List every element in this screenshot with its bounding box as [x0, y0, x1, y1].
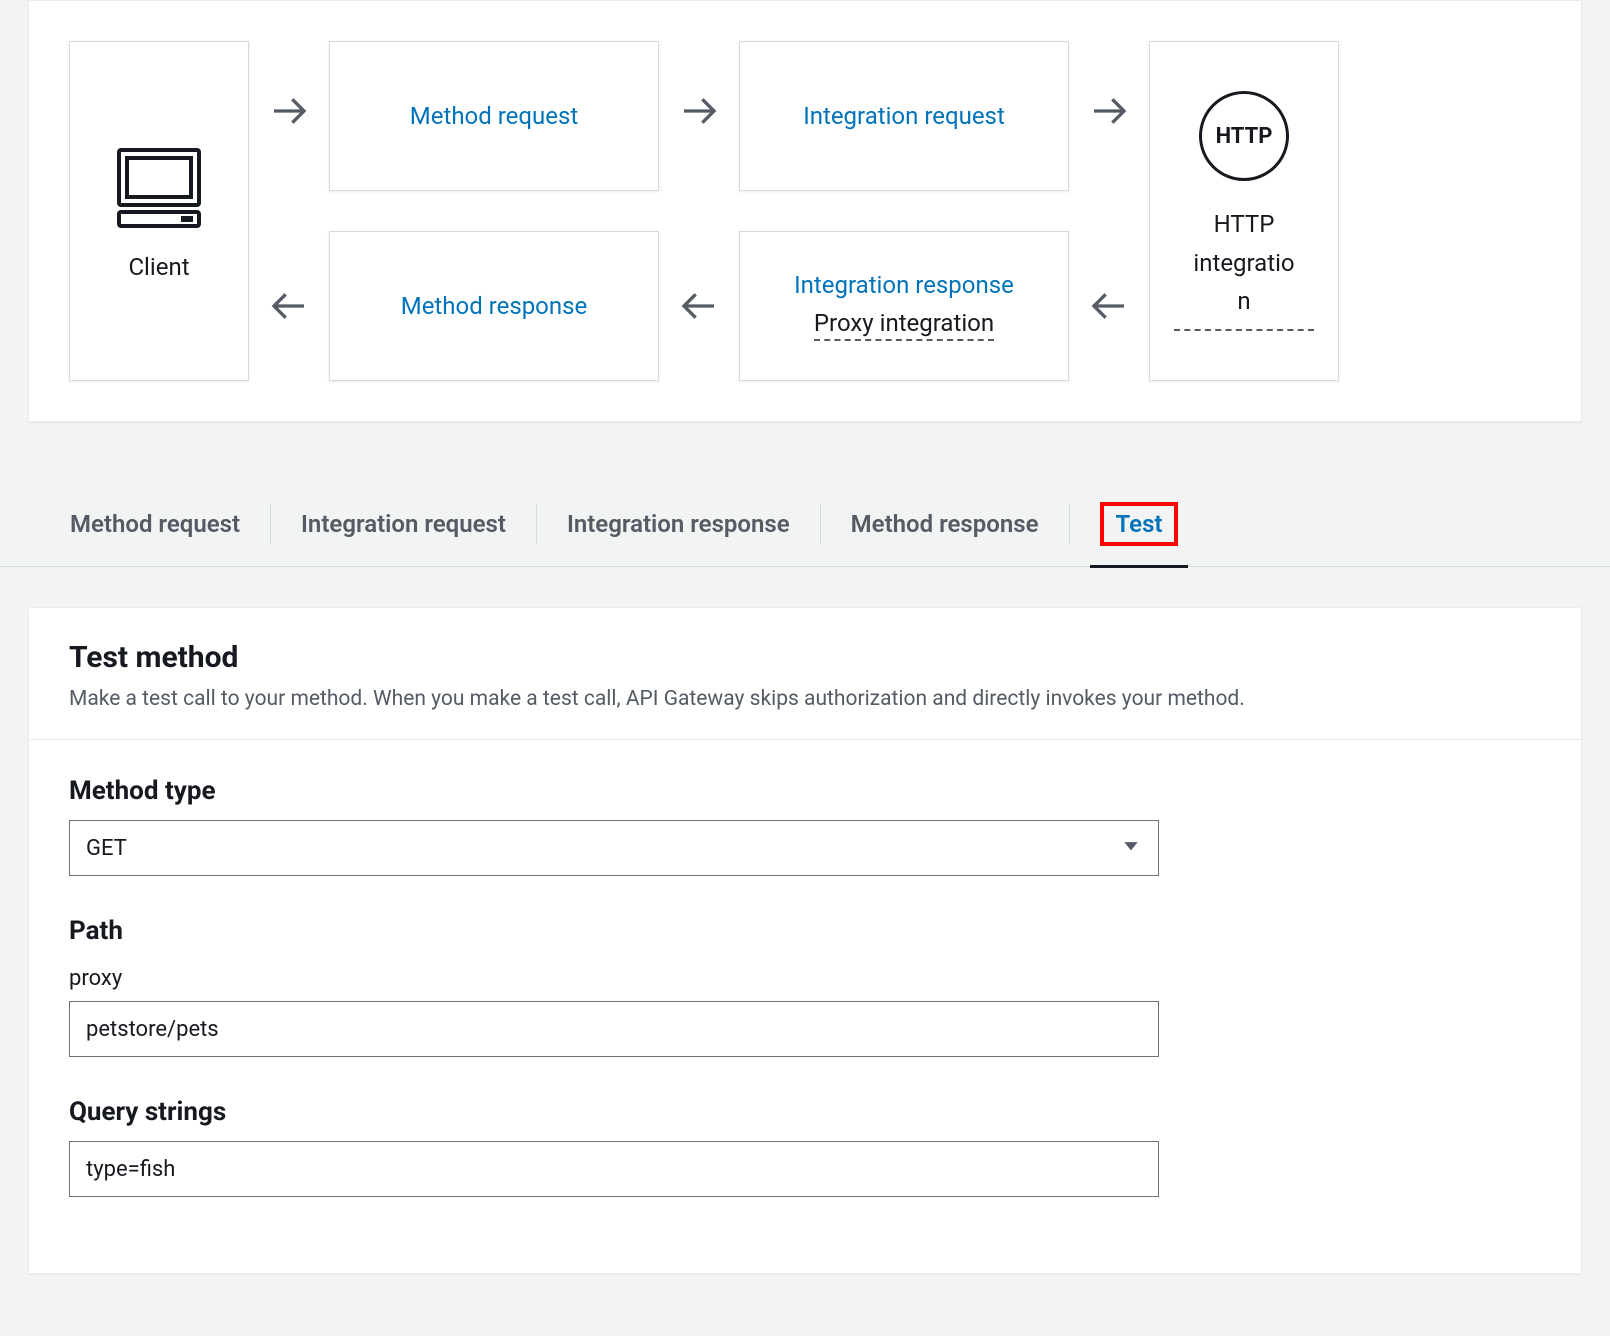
- query-strings-input[interactable]: [69, 1141, 1159, 1197]
- integration-response-link[interactable]: Integration response: [794, 271, 1014, 299]
- proxy-sub-label: proxy: [69, 966, 1541, 991]
- http-integration-card: HTTP HTTP integration: [1149, 41, 1339, 381]
- test-method-panel: Test method Make a test call to your met…: [28, 607, 1582, 1274]
- client-label: Client: [128, 253, 189, 281]
- arrow-left-icon: [679, 286, 719, 331]
- integration-request-link[interactable]: Integration request: [803, 102, 1005, 130]
- method-response-card[interactable]: Method response: [329, 231, 659, 381]
- method-response-link[interactable]: Method response: [401, 292, 587, 320]
- integration-response-card[interactable]: Integration response Proxy integration: [739, 231, 1069, 381]
- method-flow-diagram: Client Method request Method response In…: [28, 0, 1582, 422]
- path-field: Path proxy: [69, 916, 1541, 1057]
- arrow-right-icon: [1089, 91, 1129, 136]
- http-integration-label: HTTP integration: [1189, 205, 1299, 320]
- arrow-col-2: [659, 91, 739, 331]
- arrow-left-icon: [269, 286, 309, 331]
- tab-method-response[interactable]: Method response: [821, 490, 1069, 558]
- client-icon: [109, 142, 209, 237]
- method-type-field: Method type GET: [69, 776, 1541, 876]
- query-strings-field: Query strings: [69, 1097, 1541, 1197]
- http-dash: [1174, 329, 1314, 331]
- method-type-select[interactable]: GET: [69, 820, 1159, 876]
- integration-col: Integration request Integration response…: [739, 41, 1069, 381]
- arrow-left-icon: [1089, 286, 1129, 331]
- query-strings-label: Query strings: [69, 1097, 1541, 1127]
- arrow-right-icon: [269, 91, 309, 136]
- method-type-select-wrap: GET: [69, 820, 1159, 876]
- method-type-label: Method type: [69, 776, 1541, 806]
- arrow-col-3: [1069, 91, 1149, 331]
- tab-integration-request[interactable]: Integration request: [271, 490, 536, 558]
- proxy-input[interactable]: [69, 1001, 1159, 1057]
- proxy-integration-text: Proxy integration: [814, 309, 994, 341]
- method-col: Method request Method response: [329, 41, 659, 381]
- path-label: Path: [69, 916, 1541, 946]
- http-badge-icon: HTTP: [1199, 91, 1289, 181]
- tabs-bar: Method request Integration request Integ…: [0, 482, 1610, 567]
- method-request-card[interactable]: Method request: [329, 41, 659, 191]
- tab-method-request[interactable]: Method request: [40, 490, 270, 558]
- tab-integration-response[interactable]: Integration response: [537, 490, 820, 558]
- tab-test-highlight: Test: [1100, 502, 1179, 546]
- test-method-description: Make a test call to your method. When yo…: [69, 687, 1541, 711]
- arrow-col-1: [249, 91, 329, 331]
- integration-request-card[interactable]: Integration request: [739, 41, 1069, 191]
- arrow-right-icon: [679, 91, 719, 136]
- method-request-link[interactable]: Method request: [410, 102, 578, 130]
- client-card: Client: [69, 41, 249, 381]
- form-header: Test method Make a test call to your met…: [29, 608, 1581, 740]
- form-body: Method type GET Path proxy Query strings: [29, 740, 1581, 1273]
- tab-test[interactable]: Test: [1070, 482, 1209, 566]
- test-method-title: Test method: [69, 640, 1541, 675]
